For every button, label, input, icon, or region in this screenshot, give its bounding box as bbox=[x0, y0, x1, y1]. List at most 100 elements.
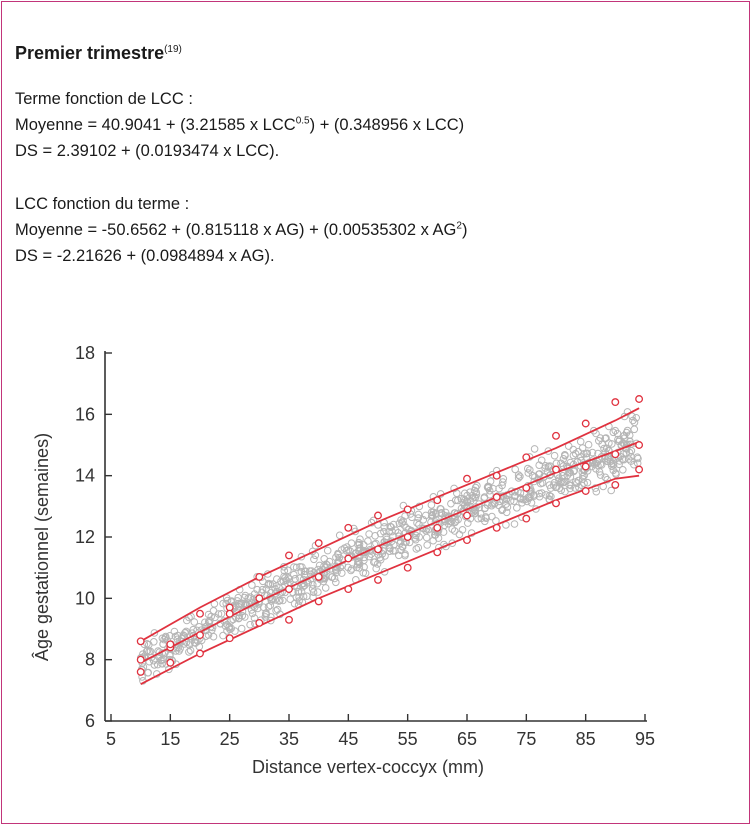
percentile-marker bbox=[433, 548, 442, 557]
scatter-point bbox=[346, 547, 354, 555]
scatter-point bbox=[609, 428, 618, 437]
scatter-point bbox=[506, 497, 515, 505]
scatter-point bbox=[623, 426, 632, 435]
percentile-marker bbox=[344, 585, 353, 594]
scatter-point bbox=[630, 425, 639, 434]
scatter-point bbox=[372, 564, 381, 573]
scatter-point bbox=[414, 543, 423, 552]
scatter-point bbox=[612, 470, 620, 479]
scatter-point bbox=[545, 471, 554, 480]
scatter-point bbox=[588, 448, 597, 457]
x-tick-label: 35 bbox=[279, 729, 299, 749]
scatter-point bbox=[292, 563, 301, 572]
scatter-point bbox=[544, 463, 553, 471]
scatter-point bbox=[574, 447, 583, 456]
percentile-marker bbox=[403, 505, 412, 514]
percentile-marker bbox=[344, 554, 353, 563]
x-tick-label: 75 bbox=[516, 729, 536, 749]
scatter-point bbox=[601, 434, 610, 443]
scatter-point bbox=[282, 576, 291, 585]
scatter-point bbox=[419, 516, 428, 524]
scatter-point bbox=[271, 596, 280, 604]
section2-mean-sup: 2 bbox=[456, 220, 462, 232]
scatter-point bbox=[510, 497, 518, 505]
scatter-point bbox=[150, 629, 159, 637]
percentile-marker bbox=[314, 572, 323, 581]
scatter-point bbox=[566, 458, 575, 467]
percentile-marker bbox=[635, 395, 644, 403]
scatter-point bbox=[473, 481, 481, 490]
percentile-marker bbox=[255, 572, 264, 581]
scatter-point bbox=[290, 570, 298, 579]
scatter-point bbox=[523, 497, 531, 506]
scatter-point bbox=[321, 584, 330, 592]
percentile-marker bbox=[196, 649, 204, 658]
scatter-point bbox=[284, 566, 292, 575]
scatter-point bbox=[402, 523, 410, 532]
x-tick-label: 25 bbox=[220, 729, 240, 749]
scatter-point bbox=[158, 656, 166, 664]
scatter-point bbox=[380, 523, 389, 531]
percentile-marker bbox=[492, 523, 501, 532]
scatter-point bbox=[502, 508, 511, 517]
scatter-point bbox=[267, 616, 275, 625]
percentile-marker bbox=[136, 655, 145, 664]
scatter-point bbox=[150, 661, 159, 669]
scatter-point bbox=[627, 457, 635, 465]
percentile-marker bbox=[374, 575, 382, 584]
scatter-point bbox=[334, 549, 342, 558]
section1-mean-pre: Moyenne = 40.9041 + (3.21585 x LCC bbox=[15, 116, 296, 134]
scatter-point bbox=[359, 548, 368, 557]
heading-title: Premier trimestre bbox=[15, 43, 165, 63]
scatter-point bbox=[452, 517, 460, 525]
scatter-point bbox=[510, 520, 519, 528]
scatter-point bbox=[474, 514, 482, 523]
scatter-point bbox=[359, 541, 368, 549]
scatter-point bbox=[201, 618, 209, 627]
scatter-point bbox=[607, 486, 616, 495]
scatter-point bbox=[541, 464, 549, 472]
scatter-point bbox=[557, 486, 566, 495]
scatter-point bbox=[344, 546, 353, 554]
scatter-point bbox=[538, 479, 547, 487]
scatter-point bbox=[544, 447, 553, 455]
scatter-point bbox=[333, 568, 341, 576]
scatter-point bbox=[580, 471, 589, 480]
percentile-marker bbox=[492, 493, 501, 502]
scatter-point bbox=[186, 639, 194, 647]
scatter-point bbox=[219, 599, 227, 608]
percentile-marker bbox=[285, 585, 293, 594]
percentile-marker bbox=[136, 667, 145, 676]
scatter-point bbox=[214, 610, 223, 618]
scatter-point bbox=[332, 562, 340, 570]
percentile-marker bbox=[552, 431, 560, 440]
percentile-marker bbox=[314, 597, 323, 606]
percentile-marker bbox=[463, 511, 471, 520]
scatter-point bbox=[499, 475, 508, 483]
scatter-point bbox=[261, 613, 270, 621]
scatter-point bbox=[294, 588, 303, 596]
x-tick-label: 55 bbox=[398, 729, 418, 749]
scatter-point bbox=[484, 482, 493, 491]
scatter-point bbox=[259, 603, 268, 612]
scatter-point bbox=[355, 540, 364, 549]
scatter-point bbox=[571, 484, 580, 492]
percentile-marker bbox=[255, 594, 264, 603]
scatter-point bbox=[356, 535, 364, 543]
scatter-point bbox=[401, 512, 409, 520]
scatter-point bbox=[603, 457, 612, 466]
scatter-point bbox=[437, 509, 445, 518]
scatter-point bbox=[161, 632, 170, 641]
scatter-point bbox=[250, 614, 259, 622]
percentile-marker bbox=[611, 450, 620, 459]
scatter-point bbox=[397, 516, 405, 524]
percentile-marker bbox=[255, 618, 264, 627]
percentile-curves bbox=[140, 407, 640, 685]
scatter-point bbox=[453, 509, 461, 518]
percentile-marker bbox=[196, 631, 204, 640]
scatter-point bbox=[171, 632, 180, 641]
scatter-point bbox=[613, 429, 622, 438]
scatter-point bbox=[306, 567, 314, 575]
section1-mean-post: ) + (0.348956 x LCC) bbox=[309, 116, 465, 134]
scatter-point bbox=[273, 605, 282, 614]
